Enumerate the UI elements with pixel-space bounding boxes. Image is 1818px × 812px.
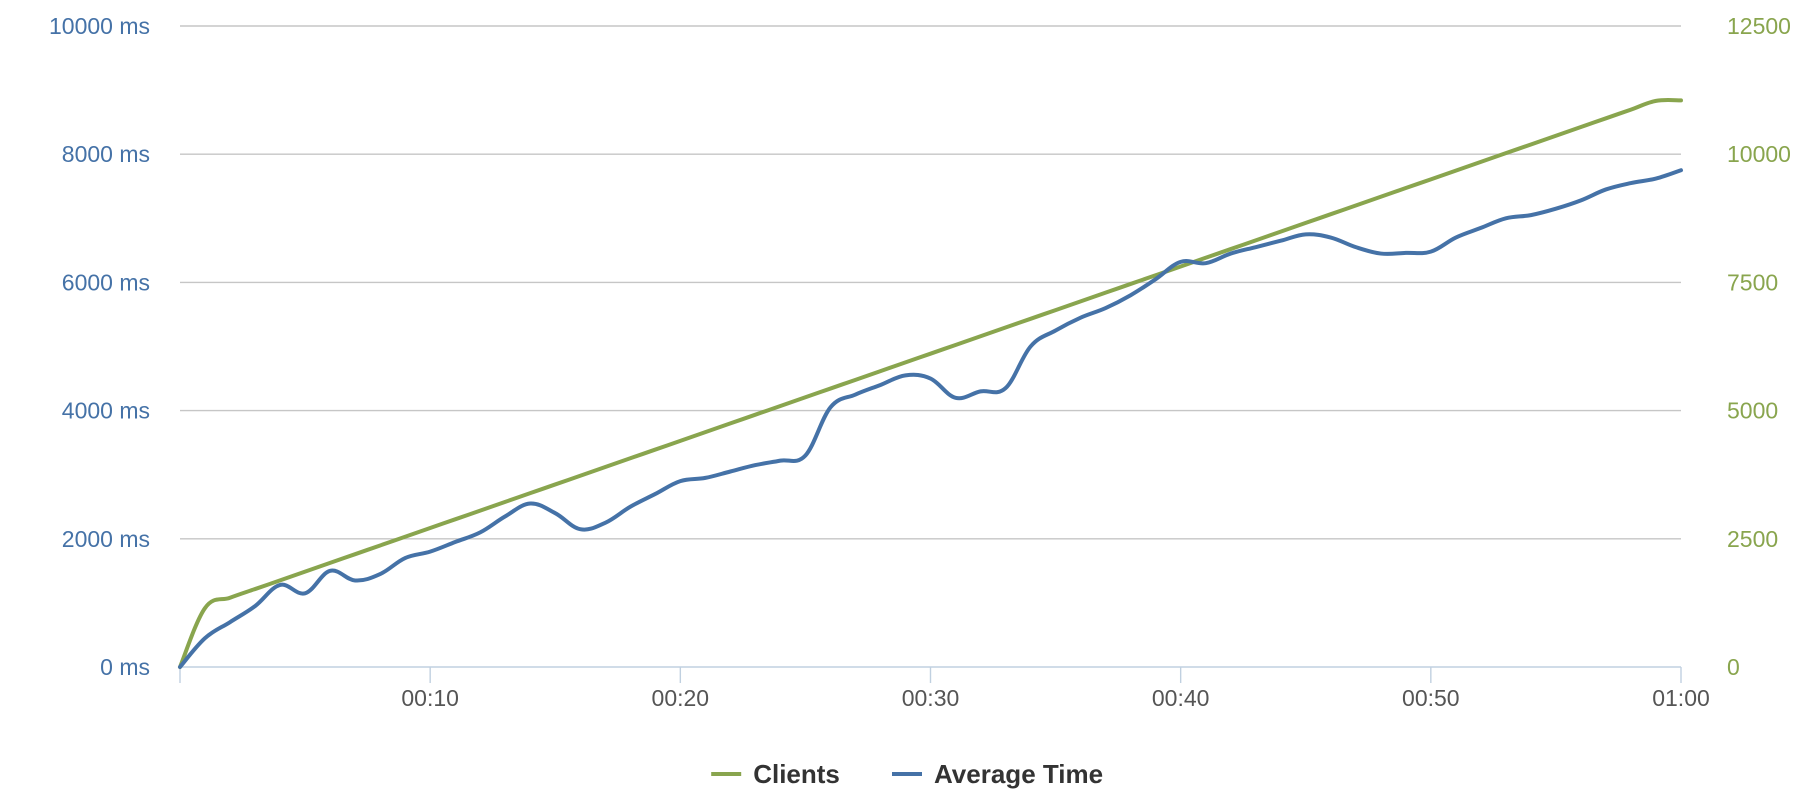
legend-item-average-time[interactable]: Average Time	[892, 759, 1103, 789]
y-left-tick-label: 8000 ms	[62, 141, 150, 167]
y-left-tick-label: 4000 ms	[62, 398, 150, 424]
legend-label-clients: Clients	[753, 759, 840, 789]
y-right-tick-label: 7500	[1727, 269, 1778, 295]
plot-series	[178, 98, 1683, 669]
y-right-tick-label: 12500	[1727, 13, 1791, 39]
axes: 0 ms 0 2000 ms 2500 4000 ms 5000 6000 ms 7500 80…	[49, 13, 1791, 711]
gridlines	[180, 25, 1681, 540]
legend-item-clients[interactable]: Clients	[711, 759, 840, 789]
y-left-tick-label: 10000 ms	[49, 13, 150, 39]
legend[interactable]: Clients Average Time	[711, 759, 1103, 789]
y-right-tick-label: 0	[1727, 654, 1740, 680]
x-tick-label: 00:30	[902, 685, 960, 711]
x-tick-label: 00:40	[1152, 685, 1210, 711]
y-right-tick-label: 2500	[1727, 526, 1778, 552]
series-line-clients[interactable]	[178, 98, 1683, 669]
y-left-tick-label: 0 ms	[100, 654, 150, 680]
y-right-tick-label: 10000	[1727, 141, 1791, 167]
series-line-average-time[interactable]	[178, 168, 1683, 669]
y-left-tick-label: 2000 ms	[62, 526, 150, 552]
x-tick-label: 00:50	[1402, 685, 1460, 711]
x-tick-label: 00:20	[652, 685, 710, 711]
x-tick-label: 00:10	[401, 685, 459, 711]
legend-label-average-time: Average Time	[934, 759, 1103, 789]
y-right-tick-label: 5000	[1727, 398, 1778, 424]
x-tick-label: 01:00	[1652, 685, 1710, 711]
y-left-tick-label: 6000 ms	[62, 269, 150, 295]
